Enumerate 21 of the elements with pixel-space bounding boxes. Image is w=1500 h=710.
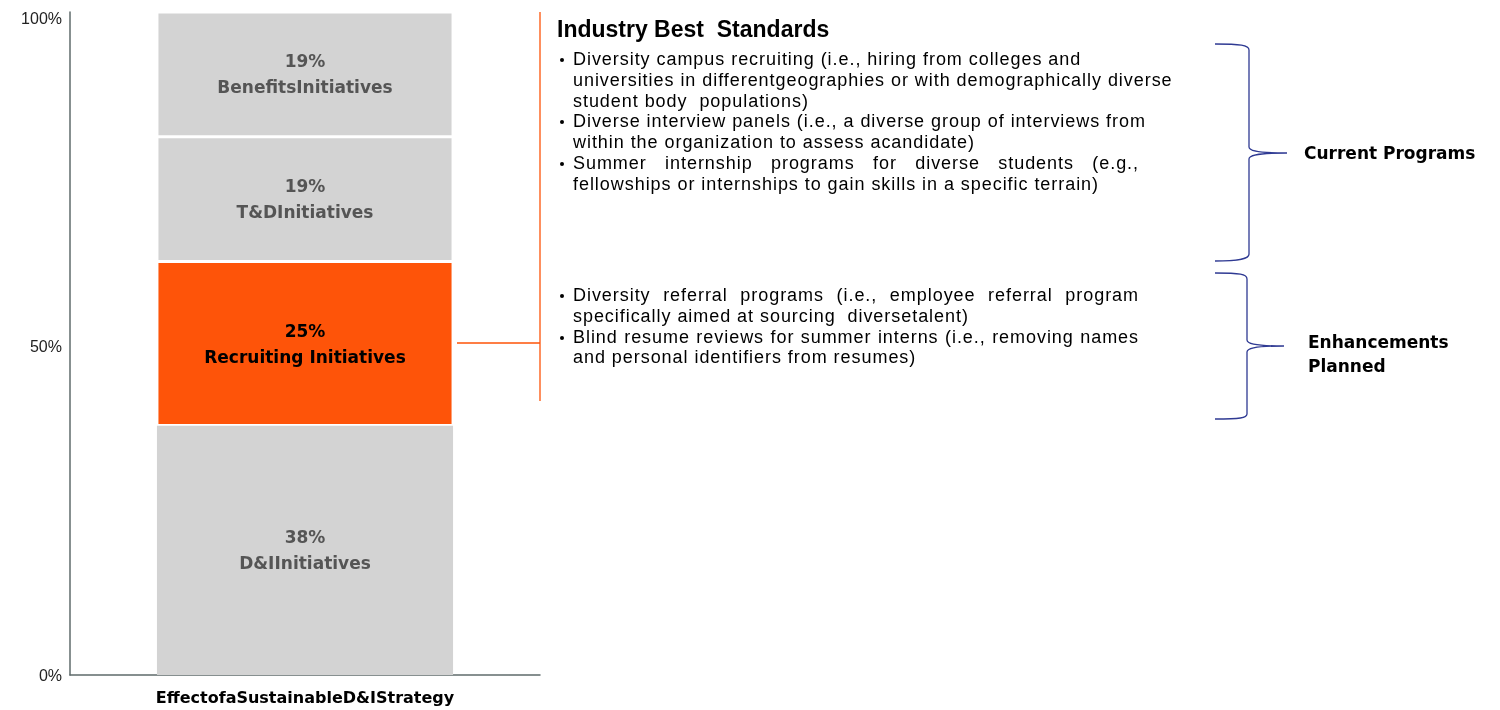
text: Industry Best Standards — [557, 16, 830, 43]
text: Blind resume reviews for summer interns (i.e., removing names and personal identifiers from resumes) — [572, 326, 1139, 369]
text: Diversity campus recruiting (i.e., hiring from colleges and universities in differentgeographies or with demographically diverse student body populations) — [572, 49, 1174, 112]
data-label: 25% — [284, 320, 326, 341]
series-label: T&DInitiatives — [236, 202, 374, 223]
series-label: D&IInitiatives — [239, 553, 371, 574]
text: Current Programs — [1304, 142, 1476, 165]
y-tick-label: 50% — [29, 338, 62, 356]
y-tick-label: 0% — [38, 666, 62, 684]
text: Enhancements Planned — [1308, 331, 1450, 378]
series-label: BenefitsInitiatives — [217, 77, 393, 98]
y-tick-label: 100% — [21, 10, 62, 28]
data-label: 19% — [284, 51, 326, 72]
text: Summer internship programs for diverse students (e.g., fellowships or internships to gain skills in a specific terrain) — [572, 152, 1139, 195]
bar — [156, 425, 454, 675]
data-label: 38% — [284, 527, 326, 548]
data-label: 19% — [284, 176, 326, 197]
series-label: Recruiting Initiatives — [204, 346, 406, 367]
text: Diverse interview panels (i.e., a diverse group of interviews from within the organization to assess acandidate) — [572, 111, 1147, 153]
text: Diversity referral programs (i.e., employee referral program specifically aimed at sourcing diversetalent) — [572, 285, 1139, 327]
x-tick-label: EffectofaSustainableD&IStrategy — [155, 687, 455, 707]
